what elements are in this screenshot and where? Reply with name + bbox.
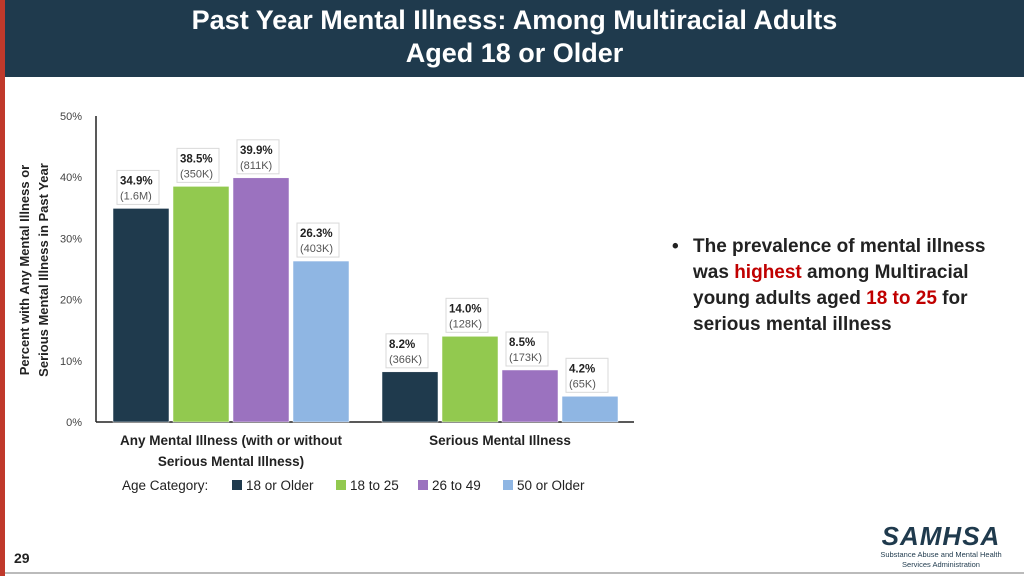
page-number: 29 <box>14 550 30 566</box>
data-label-value: 8.2% <box>389 339 415 351</box>
legend-swatch <box>418 480 428 490</box>
bullet-text-part1: The prevalence of mental illness was <box>693 236 986 283</box>
data-label-box <box>565 357 609 393</box>
bar <box>172 186 230 423</box>
data-label-value: 38.5% <box>180 153 213 165</box>
y-tick-label: 20% <box>60 295 82 307</box>
bar <box>232 177 290 423</box>
bar <box>561 396 619 423</box>
y-tick-label: 50% <box>60 111 82 123</box>
page-title-line1: Past Year Mental Illness: Among Multirac… <box>191 5 838 35</box>
y-tick-label: 10% <box>60 356 82 368</box>
bar <box>292 260 350 423</box>
bar <box>381 371 439 423</box>
bullet-text-part2: among Multiracial young adults aged <box>693 262 969 309</box>
bullet-text: The prevalence of mental illness was hig… <box>693 234 1002 338</box>
data-label-box <box>116 169 160 205</box>
bullet-text-part3: for serious mental illness <box>693 288 968 335</box>
category-label-line2: Serious Mental Illness) <box>158 454 304 469</box>
legend-label: 50 or Older <box>517 478 585 493</box>
data-label-count: (403K) <box>300 243 333 255</box>
page-header: Past Year Mental Illness: Among Multirac… <box>5 0 1024 77</box>
data-label-box <box>236 139 280 175</box>
legend-title: Age Category: <box>122 478 208 493</box>
data-label-count: (811K) <box>240 160 272 172</box>
data-label-value: 4.2% <box>569 363 595 375</box>
legend-label: 18 or Older <box>246 478 314 493</box>
accent-bar <box>0 0 5 576</box>
logo-subtitle-2: Services Administration <box>902 560 980 569</box>
bar <box>441 336 499 423</box>
y-tick-label: 40% <box>60 172 82 184</box>
y-tick-label: 0% <box>66 417 82 429</box>
y-axis-title-line1: Percent with Any Mental Illness or <box>17 165 32 375</box>
logo-subtitle-1: Substance Abuse and Mental Health <box>880 550 1002 559</box>
data-label-box <box>445 297 489 333</box>
data-label-count: (1.6M) <box>120 190 152 202</box>
bar <box>501 369 559 423</box>
bar <box>112 208 170 423</box>
legend-swatch <box>232 480 242 490</box>
logo-brand: SAMHSA <box>881 521 1001 551</box>
summary-bullet: • The prevalence of mental illness was h… <box>672 234 1002 338</box>
samhsa-logo: SAMHSA Substance Abuse and Mental Health… <box>876 522 1006 570</box>
legend-swatch <box>336 480 346 490</box>
data-label-count: (350K) <box>180 168 213 180</box>
bullet-highlight-2: 18 to 25 <box>866 288 937 309</box>
legend-label: 18 to 25 <box>350 478 399 493</box>
footer-divider <box>5 572 1024 574</box>
category-label-line1: Any Mental Illness (with or without <box>120 433 343 448</box>
bullet-highlight-1: highest <box>734 262 802 283</box>
legend-label: 26 to 49 <box>432 478 481 493</box>
y-tick-label: 30% <box>60 233 82 245</box>
data-label-value: 26.3% <box>300 228 333 240</box>
data-label-count: (65K) <box>569 378 596 390</box>
data-label-value: 14.0% <box>449 303 482 315</box>
data-label-box <box>505 331 549 367</box>
data-label-count: (366K) <box>389 354 422 366</box>
data-label-box <box>176 147 220 183</box>
page-title-line2: Aged 18 or Older <box>405 38 624 68</box>
data-label-value: 34.9% <box>120 175 153 187</box>
data-label-count: (128K) <box>449 318 482 330</box>
data-label-box <box>296 222 340 258</box>
bar-chart: 0% 10% 20% 30% 40% 50% Percent with Any Mental… <box>17 111 634 493</box>
bullet-dot: • <box>672 236 679 257</box>
y-axis-title-line2: Serious Mental Illness in Past Year <box>36 163 51 377</box>
data-label-value: 39.9% <box>240 145 273 157</box>
legend-swatch <box>503 480 513 490</box>
category-label-line1: Serious Mental Illness <box>429 433 571 448</box>
data-label-count: (173K) <box>509 352 542 364</box>
data-label-value: 8.5% <box>509 337 535 349</box>
data-label-box <box>385 333 429 369</box>
